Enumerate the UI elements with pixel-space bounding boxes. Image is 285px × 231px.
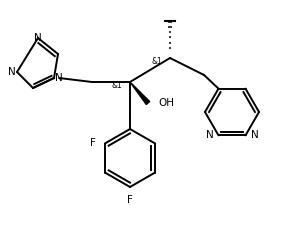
Text: N: N (34, 33, 42, 43)
Text: N: N (8, 67, 16, 77)
Text: &1: &1 (152, 58, 162, 67)
Text: F: F (127, 195, 133, 205)
Text: N: N (206, 130, 213, 140)
Text: N: N (55, 73, 63, 83)
Text: &1: &1 (112, 82, 122, 91)
Text: OH: OH (158, 98, 174, 108)
Text: N: N (251, 130, 258, 140)
Text: F: F (90, 139, 96, 149)
Polygon shape (130, 82, 150, 104)
